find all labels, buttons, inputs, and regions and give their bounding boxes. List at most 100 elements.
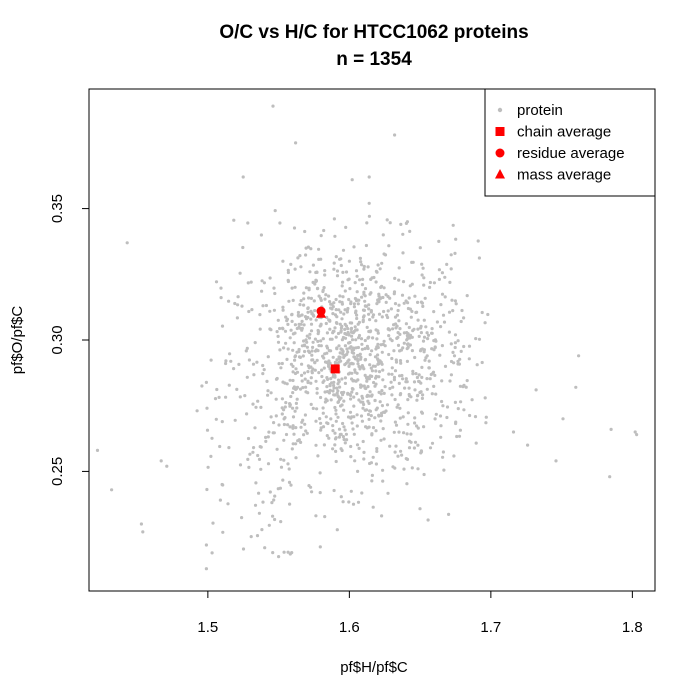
protein-point bbox=[264, 303, 268, 308]
protein-point bbox=[409, 432, 413, 436]
protein-point bbox=[412, 380, 417, 384]
protein-point bbox=[338, 385, 342, 389]
protein-point bbox=[382, 309, 386, 314]
protein-point bbox=[348, 410, 353, 414]
protein-point bbox=[125, 241, 129, 245]
protein-point bbox=[335, 269, 340, 273]
protein-point bbox=[311, 345, 315, 349]
protein-point bbox=[316, 339, 320, 343]
protein-point bbox=[355, 290, 359, 294]
protein-point bbox=[419, 331, 423, 335]
protein-point bbox=[217, 395, 221, 399]
protein-point bbox=[195, 409, 199, 413]
protein-point bbox=[453, 341, 457, 345]
protein-point bbox=[422, 335, 427, 339]
protein-point bbox=[462, 408, 466, 412]
protein-point bbox=[359, 337, 364, 341]
protein-point bbox=[356, 469, 360, 473]
protein-point bbox=[277, 423, 281, 427]
protein-point bbox=[390, 393, 394, 397]
protein-point bbox=[327, 294, 331, 298]
protein-point bbox=[430, 392, 434, 396]
protein-point bbox=[374, 280, 378, 284]
protein-point bbox=[257, 457, 262, 461]
protein-point bbox=[262, 368, 266, 372]
protein-point bbox=[359, 260, 363, 264]
protein-point bbox=[334, 419, 338, 423]
protein-point bbox=[331, 305, 335, 309]
protein-point bbox=[356, 362, 360, 366]
protein-point bbox=[316, 454, 320, 458]
protein-point bbox=[376, 298, 380, 302]
protein-point bbox=[452, 454, 456, 458]
protein-point bbox=[262, 281, 266, 285]
protein-point bbox=[365, 325, 369, 329]
protein-point bbox=[288, 378, 292, 382]
protein-point bbox=[439, 424, 443, 428]
protein-point bbox=[331, 329, 335, 333]
protein-point bbox=[319, 257, 323, 261]
protein-point bbox=[382, 286, 386, 290]
protein-point bbox=[264, 439, 268, 443]
protein-point bbox=[395, 324, 399, 328]
protein-point bbox=[407, 386, 411, 390]
protein-point bbox=[367, 175, 371, 179]
legend-mass-average-label: mass average bbox=[517, 167, 611, 184]
protein-point bbox=[400, 293, 405, 297]
protein-point bbox=[294, 456, 298, 460]
protein-point bbox=[238, 395, 242, 399]
protein-point bbox=[450, 298, 454, 302]
protein-point bbox=[275, 330, 279, 334]
protein-point bbox=[393, 302, 398, 306]
protein-point bbox=[337, 435, 341, 439]
protein-point bbox=[380, 404, 384, 408]
protein-point bbox=[253, 426, 257, 430]
protein-point bbox=[268, 309, 272, 313]
protein-point bbox=[285, 319, 289, 323]
protein-point bbox=[389, 380, 393, 384]
protein-point bbox=[306, 364, 310, 368]
protein-point bbox=[467, 344, 472, 348]
protein-point bbox=[286, 462, 290, 466]
protein-point bbox=[347, 500, 351, 504]
protein-point bbox=[327, 436, 331, 440]
protein-point bbox=[204, 380, 208, 384]
protein-point bbox=[387, 334, 391, 338]
protein-point bbox=[405, 334, 409, 338]
legend-chain-average-label: chain average bbox=[517, 124, 611, 141]
protein-point bbox=[452, 361, 456, 365]
protein-point bbox=[328, 327, 332, 331]
protein-point bbox=[338, 355, 342, 359]
protein-point bbox=[321, 288, 325, 292]
protein-point bbox=[411, 260, 415, 264]
protein-point bbox=[343, 441, 347, 445]
protein-point bbox=[306, 310, 310, 314]
protein-point bbox=[402, 431, 406, 435]
protein-point bbox=[308, 270, 312, 274]
protein-point bbox=[271, 514, 275, 518]
protein-point bbox=[295, 385, 300, 389]
protein-point bbox=[341, 248, 346, 252]
protein-point bbox=[353, 459, 357, 463]
protein-point bbox=[232, 218, 236, 222]
protein-point bbox=[422, 472, 426, 477]
protein-point bbox=[331, 424, 335, 428]
protein-point bbox=[323, 515, 327, 519]
protein-point bbox=[309, 247, 313, 251]
protein-point bbox=[353, 325, 357, 329]
legend-chain-average-marker bbox=[495, 127, 505, 136]
protein-point bbox=[440, 399, 444, 404]
protein-point bbox=[236, 295, 240, 299]
protein-point bbox=[413, 440, 418, 444]
protein-point bbox=[289, 262, 293, 266]
protein-point bbox=[389, 307, 393, 311]
protein-point bbox=[300, 362, 304, 366]
protein-point bbox=[390, 372, 394, 376]
protein-point bbox=[309, 296, 313, 300]
protein-point bbox=[453, 345, 457, 350]
protein-point bbox=[346, 327, 350, 331]
protein-point bbox=[349, 489, 353, 493]
protein-point bbox=[282, 346, 286, 350]
chain-average-marker bbox=[330, 364, 340, 374]
protein-point bbox=[381, 468, 385, 472]
